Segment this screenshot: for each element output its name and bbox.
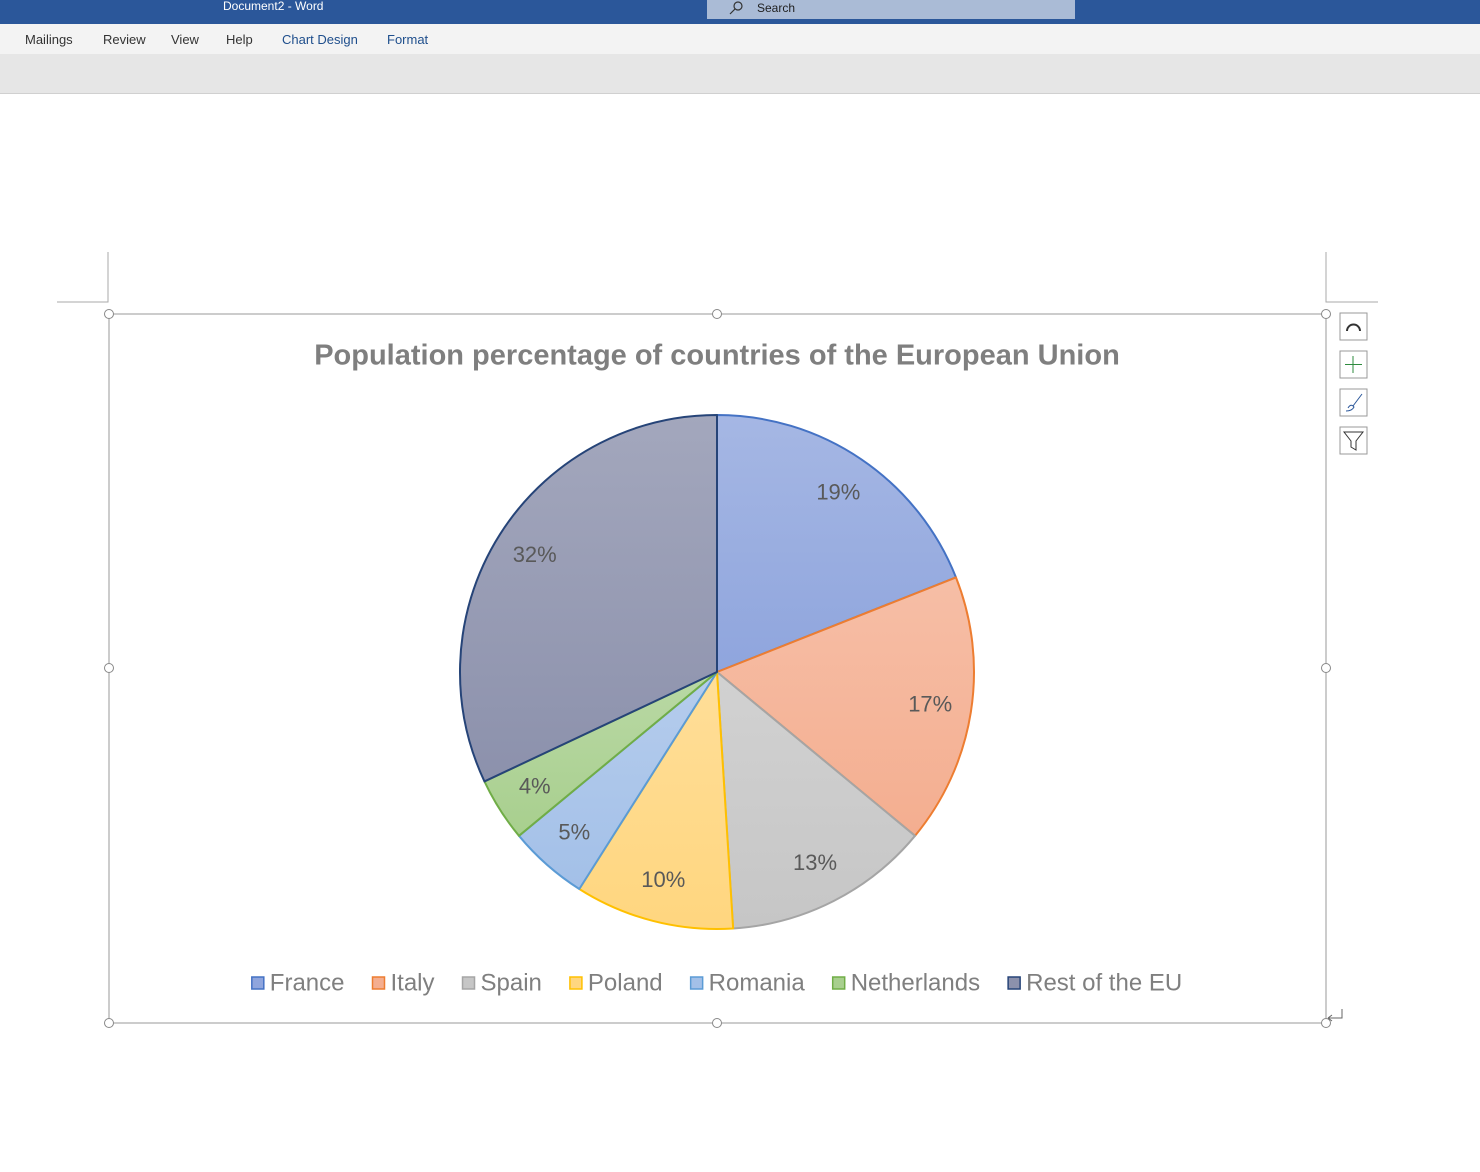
search-label: Search: [757, 1, 796, 15]
pie-slice: [716, 671, 917, 930]
data-label: 4%: [519, 773, 551, 798]
chart-side-buttons[interactable]: [1339, 312, 1368, 455]
title-bar: Document2 - Word Search: [0, 0, 1480, 24]
search-box[interactable]: Search: [707, 0, 1075, 19]
ribbon-tab[interactable]: View: [171, 32, 199, 47]
data-label: 17%: [908, 692, 952, 717]
ribbon-tab[interactable]: Format: [387, 32, 429, 47]
data-label: 19%: [816, 479, 860, 504]
legend-item: Netherlands: [831, 969, 980, 996]
legend-swatch: [371, 976, 386, 990]
data-label: 10%: [641, 867, 685, 892]
legend-label: Italy: [391, 969, 435, 996]
paragraph-mark: [1327, 1009, 1343, 1022]
chart-title: Population percentage of countries of th…: [314, 340, 1120, 372]
legend-label: Poland: [588, 969, 663, 996]
legend-label: Rest of the EU: [1026, 969, 1182, 996]
legend-swatch: [689, 976, 704, 990]
ribbon-tab[interactable]: Chart Design: [282, 32, 358, 47]
legend-item: Rest of the EU: [1007, 969, 1182, 996]
data-label: 13%: [793, 850, 837, 875]
legend-label: Romania: [709, 969, 806, 996]
legend-label: Spain: [481, 969, 542, 996]
data-label: 32%: [513, 542, 557, 567]
legend-label: Netherlands: [851, 969, 980, 996]
legend-label: France: [270, 969, 345, 996]
document-title: Document2 - Word: [223, 0, 324, 13]
data-label: 5%: [558, 820, 590, 845]
legend-item: Romania: [689, 969, 806, 996]
legend-item: Poland: [569, 969, 663, 996]
ribbon-tab[interactable]: Mailings: [25, 32, 73, 47]
legend-swatch: [1007, 976, 1021, 990]
pie-slice: [578, 671, 735, 930]
legend-swatch: [251, 976, 265, 990]
resize-handles[interactable]: [104, 309, 1331, 1028]
legend-swatch: [569, 976, 583, 990]
ribbon: [0, 54, 1480, 94]
legend-item: France: [251, 969, 345, 996]
tab-bar: Mailings Review View Help Chart Design Format: [0, 24, 1480, 54]
ribbon-tab[interactable]: Help: [226, 32, 253, 47]
search-icon: [729, 1, 743, 15]
pie-slice: [716, 576, 975, 837]
ribbon-tab[interactable]: Review: [103, 32, 146, 47]
margin-marks: [57, 252, 1378, 303]
legend-item: Italy: [371, 969, 435, 996]
legend-swatch: [831, 976, 846, 990]
pie-slice: [716, 414, 957, 673]
pie-slice: [459, 414, 718, 783]
legend-item: Spain: [461, 969, 542, 996]
legend-swatch: [461, 976, 476, 990]
